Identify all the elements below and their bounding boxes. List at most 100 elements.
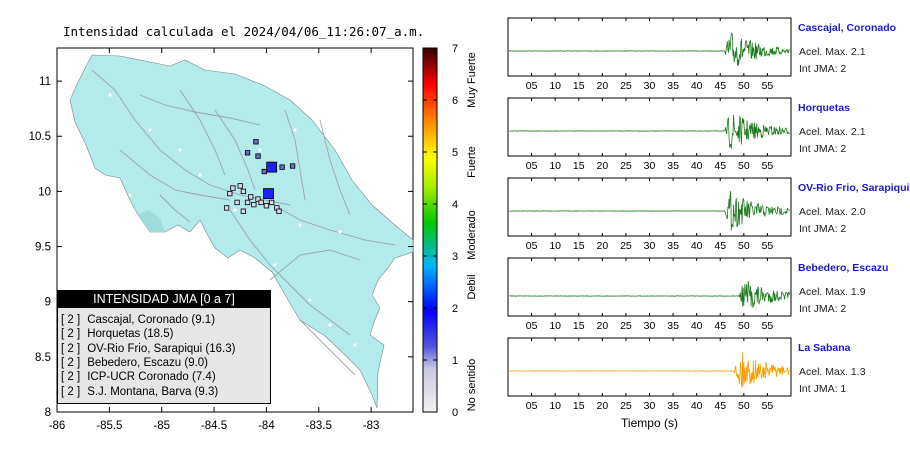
nicoya-shadow bbox=[138, 210, 165, 232]
station-marker bbox=[263, 203, 270, 209]
time-tick-label: 55 bbox=[762, 160, 774, 172]
waveform-panel: 05 10 15 20 25 30 35 40 45 50 55 bbox=[507, 177, 792, 252]
time-tick-label: 20 bbox=[596, 320, 608, 332]
colorbar-tick-label: 7 bbox=[452, 43, 458, 55]
station-name: OV-Rio Frio, Sarapiqui bbox=[798, 182, 910, 194]
station-marker bbox=[263, 188, 274, 200]
waveform-frame bbox=[507, 17, 792, 77]
colorbar-tick-label: 0 bbox=[452, 407, 458, 419]
station-marker bbox=[268, 199, 275, 206]
station-marker bbox=[289, 163, 296, 169]
town-markers bbox=[108, 93, 357, 347]
y-tick-label: 9.5 bbox=[35, 242, 51, 254]
legend-item-level: [ 2 ] bbox=[61, 371, 81, 384]
station-max-accel: Acel. Max. 1.9 bbox=[799, 286, 866, 298]
colorbar-tick-label: 5 bbox=[452, 147, 458, 159]
time-tick-label: 35 bbox=[667, 400, 679, 412]
time-tick-label: 35 bbox=[667, 240, 679, 252]
station-marker bbox=[230, 185, 236, 191]
station-intensity: Int JMA: 1 bbox=[799, 383, 847, 395]
time-tick-label: 35 bbox=[667, 160, 679, 172]
legend-item-level: [ 2 ] bbox=[61, 314, 81, 326]
legend-item: [ 2 ] S.J. Montana, Barva (9.3) bbox=[61, 386, 218, 398]
colorbar-labels: No sentido Debil Moderado Fuerte Muy Fuerte bbox=[466, 52, 478, 411]
legend-item: [ 2 ] ICP-UCR Coronado (7.4) bbox=[61, 371, 216, 383]
waveform-trace bbox=[508, 115, 790, 149]
legend-item: [ 2 ] Horquetas (18.5) bbox=[61, 328, 173, 340]
time-tick-label: 05 bbox=[526, 160, 538, 172]
time-tick-label: 05 bbox=[526, 80, 538, 92]
legend-item-label: S.J. Montana, Barva (9.3) bbox=[87, 385, 219, 398]
time-tick-label: 15 bbox=[573, 240, 585, 252]
time-tick-label: 40 bbox=[691, 160, 703, 172]
station-name: Bebedero, Escazu bbox=[798, 262, 889, 274]
waveform-frame bbox=[507, 97, 792, 157]
legend-item-label: Cascajal, Coronado (9.1) bbox=[87, 314, 216, 326]
time-tick-label: 05 bbox=[526, 240, 538, 252]
time-tick-label: 10 bbox=[549, 320, 561, 332]
legend-item-level: [ 2 ] bbox=[61, 385, 81, 398]
station-name: La Sabana bbox=[798, 342, 851, 354]
waveform-frame bbox=[507, 257, 792, 317]
time-tick-label: 30 bbox=[644, 160, 656, 172]
station-max-accel: Acel. Max. 1.3 bbox=[799, 366, 866, 378]
station-intensity: Int JMA: 2 bbox=[799, 143, 847, 155]
x-tick-label: -84.5 bbox=[201, 420, 227, 432]
legend-item-label: Bebedero, Escazu (9.0) bbox=[87, 356, 209, 369]
legend-item-label: OV-Rio Frio, Sarapiqui (16.3) bbox=[87, 342, 236, 355]
station-intensity: Int JMA: 2 bbox=[799, 63, 847, 75]
station-marker bbox=[261, 168, 267, 175]
colorbar-tick-label: 4 bbox=[452, 199, 458, 211]
station-marker bbox=[276, 208, 282, 214]
station-marker bbox=[244, 199, 251, 206]
legend-item: [ 2 ] Bebedero, Escazu (9.0) bbox=[61, 357, 208, 369]
x-tick-label: -85 bbox=[153, 420, 170, 432]
station-marker bbox=[240, 188, 247, 195]
time-tick-label: 15 bbox=[573, 160, 585, 172]
costa-rica-land bbox=[69, 54, 414, 409]
time-tick-label: 30 bbox=[644, 80, 656, 92]
time-tick-label: 25 bbox=[620, 80, 632, 92]
time-tick-label: 40 bbox=[691, 400, 703, 412]
y-tick-label: 9 bbox=[45, 297, 51, 309]
station-max-accel: Acel. Max. 2.1 bbox=[799, 126, 866, 138]
time-tick-label: 10 bbox=[549, 80, 561, 92]
time-tick-label: 45 bbox=[714, 320, 726, 332]
colorbar-tick-label: 6 bbox=[452, 95, 458, 107]
time-tick-label: 30 bbox=[644, 240, 656, 252]
station-marker bbox=[227, 190, 233, 197]
x-tick-label: -85.5 bbox=[96, 420, 122, 432]
x-tick-label: -84 bbox=[258, 420, 275, 432]
map-title: Intensidad calculada el 2024/04/06_11:26… bbox=[63, 24, 425, 39]
station-marker bbox=[248, 194, 254, 200]
station-markers bbox=[223, 139, 296, 214]
colorbar-category-label: Fuerte bbox=[466, 146, 478, 178]
time-tick-label: 30 bbox=[644, 400, 656, 412]
time-tick-label: 25 bbox=[620, 160, 632, 172]
time-tick-label: 15 bbox=[573, 320, 585, 332]
waveform-panel: 05 10 15 20 25 30 35 40 45 50 55 bbox=[507, 257, 792, 332]
time-tick-label: 10 bbox=[549, 240, 561, 252]
station-marker bbox=[244, 150, 251, 156]
station-marker bbox=[240, 208, 247, 214]
time-tick-label: 05 bbox=[526, 400, 538, 412]
time-tick-label: 45 bbox=[714, 240, 726, 252]
time-tick-label: 40 bbox=[691, 80, 703, 92]
station-marker bbox=[253, 139, 259, 145]
legend-item-level: [ 2 ] bbox=[61, 342, 81, 355]
waveform-trace bbox=[508, 352, 790, 388]
map-axes: -86 -85.5 -85 -84.5 -84 -83.5 -83 8 8.5 9 9.5 10 10.… bbox=[29, 48, 413, 432]
y-tick-label: 10 bbox=[38, 186, 51, 198]
time-tick-label: 50 bbox=[738, 80, 750, 92]
colorbar-category-label: Muy Fuerte bbox=[466, 52, 478, 108]
waveform-panel: 05 10 15 20 25 30 35 40 45 50 55 bbox=[507, 97, 792, 172]
time-tick-label: 10 bbox=[549, 400, 561, 412]
time-tick-label: 05 bbox=[526, 320, 538, 332]
legend-item-level: [ 2 ] bbox=[61, 356, 81, 369]
station-marker bbox=[258, 199, 264, 206]
x-tick-label: -83.5 bbox=[306, 420, 332, 432]
time-tick-label: 55 bbox=[762, 400, 774, 412]
waveform-trace bbox=[508, 280, 790, 308]
station-marker bbox=[251, 201, 257, 208]
time-tick-label: 25 bbox=[620, 240, 632, 252]
